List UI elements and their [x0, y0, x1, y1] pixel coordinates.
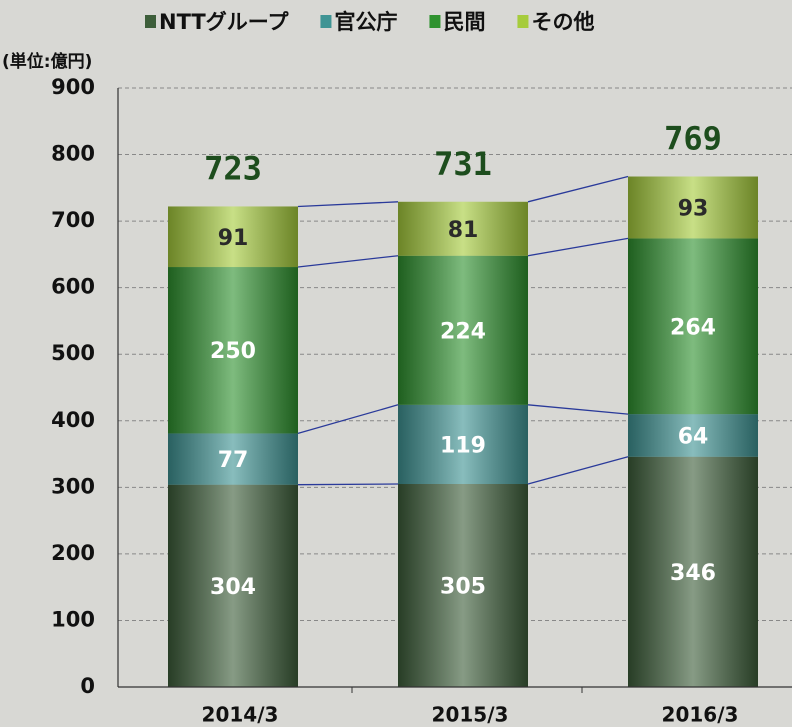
legend-label: 官公庁: [334, 10, 397, 34]
y-tick-label: 0: [80, 674, 95, 698]
total-label: 731: [434, 145, 492, 183]
legend-swatch: [517, 15, 529, 28]
y-tick-label: 600: [51, 275, 95, 299]
y-tick-label: 300: [51, 474, 95, 498]
connector-line: [527, 456, 629, 485]
segment-label: 93: [678, 196, 709, 221]
legend-swatch: [320, 15, 332, 28]
segment-label: 304: [210, 575, 256, 600]
x-tick-label: 2016/3: [662, 703, 739, 727]
bar-shine: [398, 404, 528, 485]
bar-shine: [628, 176, 758, 239]
bar-shine: [398, 201, 528, 256]
y-tick-label: 500: [51, 341, 95, 365]
connector-line: [297, 201, 399, 208]
y-tick-label: 200: [51, 541, 95, 565]
legend-swatch: [145, 15, 156, 28]
legend-label: その他: [531, 10, 594, 34]
segment-label: 346: [670, 561, 716, 586]
segment-label: 305: [440, 575, 486, 600]
segment-label: 119: [440, 433, 486, 458]
bar-shine: [628, 414, 758, 457]
segment-label: 250: [210, 339, 256, 364]
legend-swatch: [429, 15, 441, 28]
segment-label: 77: [218, 448, 249, 473]
bar-shine: [168, 433, 298, 485]
connector-line: [297, 404, 399, 435]
legend-label: NTTグループ: [159, 10, 289, 34]
bar-shine: [398, 255, 528, 405]
y-tick-label: 400: [51, 408, 95, 432]
connector-line: [297, 255, 399, 268]
segment-label: 224: [440, 319, 486, 344]
segment-label: 81: [448, 218, 479, 243]
bar-shine: [168, 484, 298, 687]
y-tick-label: 700: [51, 208, 95, 232]
unit-label: (単位:億円): [2, 51, 92, 72]
bar-shine: [628, 456, 758, 687]
y-tick-label: 900: [51, 75, 95, 99]
bar-shine: [168, 206, 298, 268]
segment-label: 64: [678, 424, 709, 449]
connector-line: [527, 237, 629, 257]
connector-line: [527, 404, 629, 415]
connector-line: [297, 483, 399, 486]
total-label: 723: [204, 149, 262, 187]
legend-label: 民間: [443, 10, 485, 34]
x-tick-label: 2015/3: [432, 703, 509, 727]
bar-shine: [398, 484, 528, 687]
connector-line: [527, 175, 629, 203]
y-tick-label: 100: [51, 607, 95, 631]
bar-shine: [628, 238, 758, 415]
segment-label: 264: [670, 315, 716, 340]
segment-label: 91: [218, 226, 249, 251]
x-tick-label: 2014/3: [202, 703, 279, 727]
y-tick-label: 800: [51, 142, 95, 166]
bar-shine: [168, 267, 298, 434]
total-label: 769: [664, 120, 722, 158]
